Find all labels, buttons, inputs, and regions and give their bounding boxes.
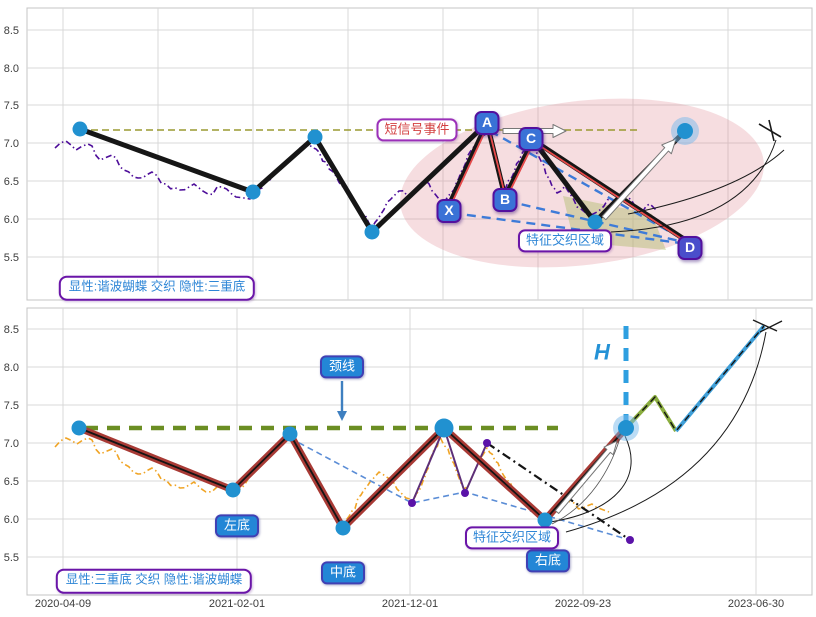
y-tick-label: 8.5 xyxy=(4,324,19,336)
pivot-dot xyxy=(282,426,298,442)
point-c-chip[interactable]: C xyxy=(518,127,544,151)
panel-border xyxy=(26,7,813,301)
pivot-dot xyxy=(408,499,416,507)
point-b-chip[interactable]: B xyxy=(492,188,518,212)
overlap-zone-bottom-label[interactable]: 特征交织区域 xyxy=(464,526,560,550)
y-tick-label: 5.5 xyxy=(4,552,19,564)
pivot-dot xyxy=(245,184,261,200)
overlap-zone-top-label[interactable]: 特征交织区域 xyxy=(517,229,613,253)
pivot-dot xyxy=(335,520,351,536)
y-tick-label: 8.0 xyxy=(4,63,19,75)
x-tick-label: 2023-06-30 xyxy=(728,598,784,610)
point-a-chip[interactable]: A xyxy=(474,111,500,135)
pivot-dot xyxy=(626,536,634,544)
direction-arrow xyxy=(337,381,347,421)
left-bottom-label[interactable]: 左底 xyxy=(214,514,260,538)
y-tick-label: 6.5 xyxy=(4,176,19,188)
pivot-dot xyxy=(461,489,469,497)
pattern-line xyxy=(758,123,782,138)
pattern-line xyxy=(411,427,488,504)
pattern-line xyxy=(451,211,689,246)
x-tick-label: 2022-09-23 xyxy=(555,598,611,610)
pattern-note-bottom: 显性:三重底 交织 隐性:谐波蝴蝶 xyxy=(55,568,253,594)
neckline-label[interactable]: 颈线 xyxy=(319,355,365,379)
y-tick-label: 7.0 xyxy=(4,438,19,450)
pattern-line xyxy=(759,320,783,333)
price-line xyxy=(54,436,610,525)
annotation-curve xyxy=(565,331,767,533)
y-tick-label: 8.5 xyxy=(4,25,19,37)
y-tick-label: 7.0 xyxy=(4,138,19,150)
pivot-dot xyxy=(483,439,491,447)
y-tick-label: 8.0 xyxy=(4,362,19,374)
pivot-dot xyxy=(307,129,323,145)
x-tick-label: 2021-02-01 xyxy=(209,598,265,610)
pattern-line xyxy=(768,119,775,142)
pivot-dot xyxy=(71,420,87,436)
pivot-dot xyxy=(618,420,634,436)
signal-event-label[interactable]: 短信号事件 xyxy=(376,118,458,142)
mid-bottom-label[interactable]: 中底 xyxy=(320,561,366,585)
pivot-dot xyxy=(537,512,553,528)
pivot-dot xyxy=(364,224,380,240)
y-tick-label: 6.5 xyxy=(4,476,19,488)
y-tick-label: 7.5 xyxy=(4,100,19,112)
annotation-curve xyxy=(610,139,777,233)
pattern-line xyxy=(625,325,765,432)
pattern-note-top: 显性:谐波蝴蝶 交织 隐性:三重底 xyxy=(58,275,256,301)
y-tick-label: 6.0 xyxy=(4,214,19,226)
pattern-line xyxy=(752,319,778,332)
pivot-dot xyxy=(677,123,693,139)
annotation-curve xyxy=(549,435,632,523)
y-tick-label: 5.5 xyxy=(4,252,19,264)
panel-border xyxy=(26,307,813,596)
x-tick-label: 2020-04-09 xyxy=(35,598,91,610)
point-x-chip[interactable]: X xyxy=(436,199,462,223)
y-tick-label: 7.5 xyxy=(4,400,19,412)
x-tick-label: 2021-12-01 xyxy=(382,598,438,610)
pivot-dot xyxy=(434,418,454,438)
y-tick-label: 6.0 xyxy=(4,514,19,526)
pivot-dot xyxy=(72,121,88,137)
direction-arrow xyxy=(554,440,618,514)
pattern-line xyxy=(446,121,490,207)
annotation-curve xyxy=(551,437,621,525)
right-bottom-label[interactable]: 右底 xyxy=(525,549,571,573)
pivot-dot xyxy=(225,482,241,498)
price-line xyxy=(54,130,657,229)
pivot-dot xyxy=(587,214,603,230)
direction-arrow xyxy=(601,138,677,221)
bottom-panel: 8.5 8.0 7.5 7.0 6.5 6.0 5.5 2020-04-09 2021-02-0… xyxy=(4,307,813,610)
height-annotation: H xyxy=(594,339,610,365)
annotation-curve xyxy=(627,149,785,215)
point-d-chip[interactable]: D xyxy=(677,236,703,260)
pattern-line xyxy=(289,437,631,541)
